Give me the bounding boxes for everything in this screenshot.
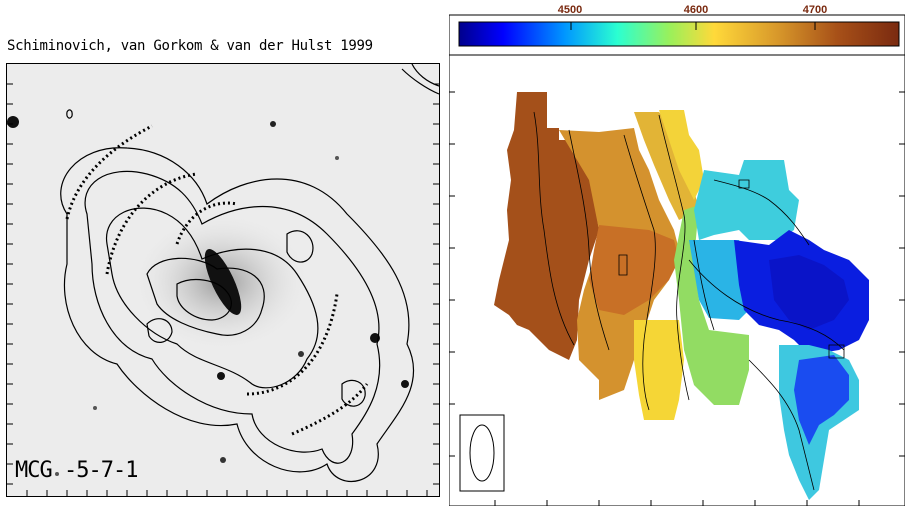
star bbox=[270, 121, 276, 127]
velocity-contours bbox=[533, 111, 845, 491]
region-cyan-north bbox=[694, 160, 799, 240]
axis-ticks bbox=[449, 91, 905, 506]
hi-contours bbox=[60, 64, 439, 482]
star bbox=[55, 472, 59, 476]
region-west-rust bbox=[494, 92, 599, 360]
galaxy-core bbox=[204, 249, 242, 315]
star bbox=[93, 406, 97, 410]
beam-box bbox=[459, 414, 505, 492]
region-yellow bbox=[659, 110, 704, 200]
velocity-field-panel: 4500 4600 4700 bbox=[449, 0, 905, 506]
beam-ellipse bbox=[469, 424, 495, 482]
dotted-arcs bbox=[65, 124, 369, 436]
colorbar-tick-label-4700: 4700 bbox=[803, 4, 827, 16]
star bbox=[217, 372, 225, 380]
region-deep-blue bbox=[769, 255, 849, 330]
left-panel-title: Schiminovich, van Gorkom & van der Hulst… bbox=[7, 38, 373, 54]
region-center-orange bbox=[589, 225, 679, 315]
star bbox=[401, 380, 409, 388]
star bbox=[335, 156, 339, 160]
star bbox=[7, 116, 19, 128]
galaxy-label: MCG -5-7-1 bbox=[15, 458, 138, 483]
region-south-blue bbox=[794, 355, 849, 445]
colorbar-gradient bbox=[458, 21, 900, 47]
velocity-field-svg: 4500 4600 4700 bbox=[449, 4, 905, 506]
frame-ticks bbox=[7, 83, 439, 496]
colorbar: 4500 4600 4700 bbox=[449, 4, 905, 56]
region-gold bbox=[634, 112, 699, 220]
colorbar-tick-label-4500: 4500 bbox=[558, 4, 582, 16]
optical-image-panel: MCG -5-7-1 bbox=[6, 63, 440, 497]
region-south-yellow bbox=[634, 320, 684, 420]
star bbox=[298, 351, 304, 357]
colorbar-tick-label-4600: 4600 bbox=[684, 4, 708, 16]
optical-image-with-hi-contours bbox=[7, 64, 439, 496]
star bbox=[220, 457, 226, 463]
beam-frame bbox=[459, 414, 505, 492]
